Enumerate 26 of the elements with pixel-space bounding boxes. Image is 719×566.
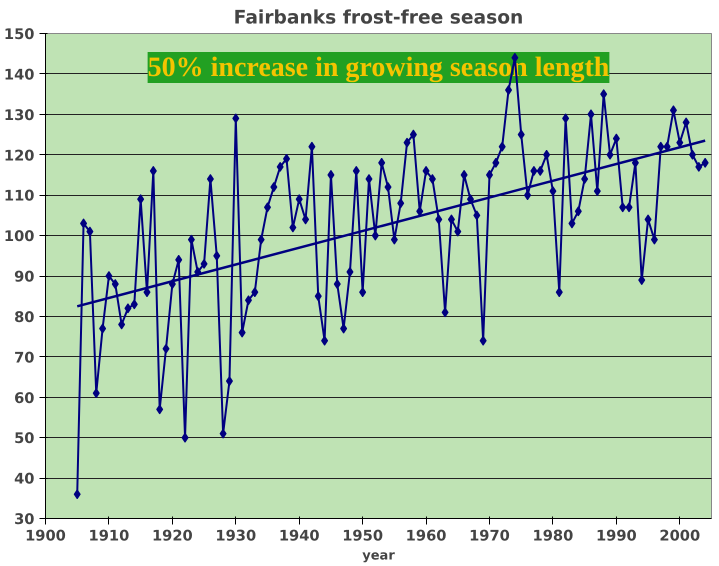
- x-tick-label: 1960: [406, 528, 446, 544]
- y-tick-label: 60: [14, 390, 35, 407]
- x-tick-label: 1990: [596, 528, 637, 544]
- y-tick-label: 130: [4, 106, 34, 124]
- x-tick-label: 1980: [532, 528, 574, 544]
- chart-title: Fairbanks frost-free season: [234, 8, 524, 28]
- y-tick-label: 100: [4, 228, 34, 246]
- x-tick-label: 2000: [659, 528, 700, 544]
- y-tick-label: 50: [14, 430, 35, 448]
- x-tick-label: 1920: [152, 528, 193, 544]
- y-tick-label: 140: [4, 66, 34, 84]
- y-tick-label: 150: [4, 26, 34, 43]
- y-tick-label: 90: [14, 268, 35, 286]
- y-tick-label: 30: [14, 511, 35, 528]
- y-tick-label: 70: [14, 349, 35, 366]
- x-tick-label: 1970: [469, 528, 510, 544]
- x-axis-title: year: [362, 548, 396, 564]
- x-tick-label: 1940: [278, 528, 320, 544]
- x-tick-label: 1910: [88, 528, 130, 544]
- x-tick-label: 1950: [342, 528, 384, 544]
- x-tick-label: 1930: [215, 528, 256, 544]
- y-tick-label: 80: [14, 308, 35, 326]
- x-tick-label: 1900: [25, 528, 66, 544]
- y-tick-label: 110: [4, 188, 34, 205]
- y-tick-label: 40: [14, 470, 35, 488]
- y-tick-label: 120: [4, 147, 34, 164]
